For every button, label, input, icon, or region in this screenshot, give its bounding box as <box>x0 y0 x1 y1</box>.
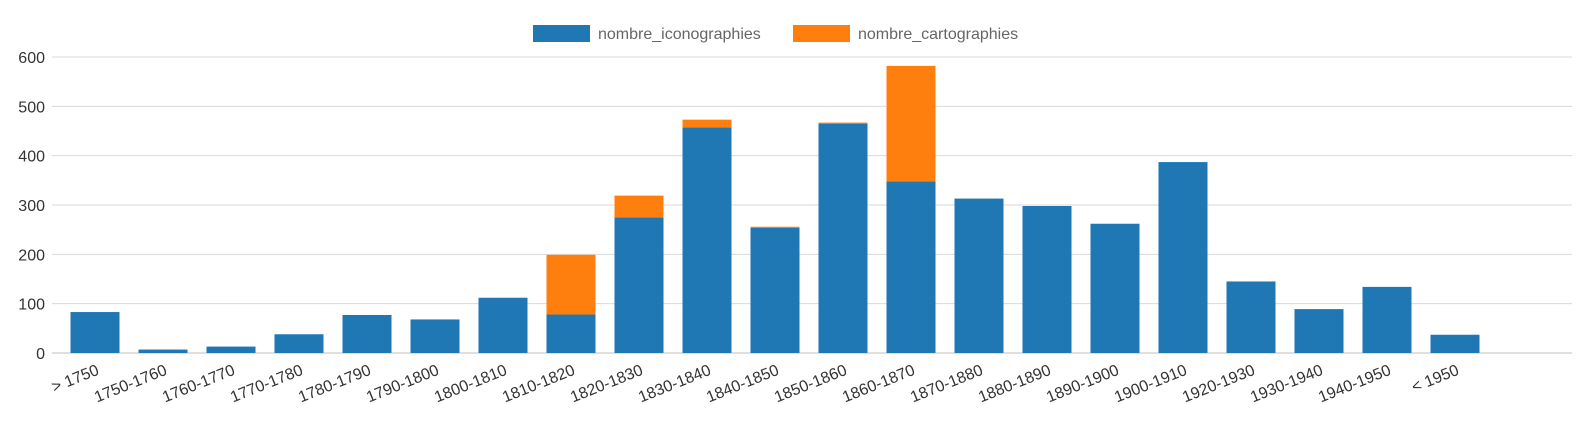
x-tick-label: 1920-1930 <box>1180 362 1257 406</box>
y-tick-label: 300 <box>18 198 45 215</box>
legend: nombre_iconographies nombre_cartographies <box>533 25 1018 43</box>
x-tick-label: 1790-1800 <box>364 362 441 406</box>
x-tick-label: 1760-1770 <box>160 362 237 406</box>
y-tick-label: 500 <box>18 99 45 116</box>
bar-iconographies <box>1158 162 1208 353</box>
x-tick-label: 1750-1760 <box>92 362 169 406</box>
x-tick-label: 1900-1910 <box>1112 362 1189 406</box>
legend-swatch <box>533 25 590 42</box>
x-tick-label: 1870-1880 <box>908 362 985 406</box>
bar-iconographies <box>206 346 256 353</box>
x-tick-label: 1820-1830 <box>568 362 645 406</box>
bar-iconographies <box>274 334 324 353</box>
bar-iconographies <box>410 319 460 353</box>
x-tick-label: 1810-1820 <box>500 362 577 406</box>
bars <box>70 65 1480 354</box>
bar-iconographies <box>1430 334 1480 353</box>
bar-cartographies <box>818 122 868 124</box>
y-tick-label: 0 <box>36 346 45 363</box>
x-tick-label: 1940-1950 <box>1316 362 1393 406</box>
bar-iconographies <box>1090 223 1140 353</box>
bar-iconographies <box>1362 286 1412 353</box>
x-tick-label: 1800-1810 <box>432 362 509 406</box>
x-tick-label: 1860-1870 <box>840 362 917 406</box>
x-tick-label: 1850-1860 <box>772 362 849 406</box>
x-tick-label: 1880-1890 <box>976 362 1053 406</box>
x-tick-label: 1770-1780 <box>228 362 305 406</box>
y-tick-label: 400 <box>18 149 45 166</box>
bar-iconographies <box>954 198 1004 353</box>
x-tick-label: 1890-1900 <box>1044 362 1121 406</box>
bar-cartographies <box>682 119 732 128</box>
bar-iconographies <box>886 181 936 353</box>
legend-label: nombre_cartographies <box>858 26 1018 43</box>
x-tick-label: < 1950 <box>1409 362 1461 396</box>
x-tick-label: 1840-1850 <box>704 362 781 406</box>
bar-cartographies <box>886 65 936 182</box>
bar-iconographies <box>546 314 596 353</box>
x-tick-label: 1830-1840 <box>636 362 713 406</box>
y-tick-label: 600 <box>18 50 45 67</box>
legend-swatch <box>793 25 850 42</box>
bar-iconographies <box>70 312 120 353</box>
bar-cartographies <box>546 254 596 315</box>
y-axis-ticks: 0 100 200 300 400 500 600 <box>18 50 45 363</box>
x-axis-ticks: > 17501750-17601760-17701770-17801780-17… <box>49 362 1461 406</box>
x-tick-label: 1780-1790 <box>296 362 373 406</box>
x-tick-label: 1930-1940 <box>1248 362 1325 406</box>
bar-iconographies <box>342 315 392 353</box>
bar-iconographies <box>478 297 528 353</box>
bar-iconographies <box>682 127 732 354</box>
bar-iconographies <box>750 227 800 353</box>
bar-iconographies <box>1022 205 1072 353</box>
y-tick-label: 200 <box>18 247 45 264</box>
bar-iconographies <box>1226 281 1276 353</box>
bar-cartographies <box>614 195 664 218</box>
y-tick-label: 100 <box>18 297 45 314</box>
bar-iconographies <box>818 123 868 353</box>
bar-iconographies <box>614 217 664 353</box>
grid <box>52 56 1572 354</box>
bar-iconographies <box>1294 309 1344 353</box>
legend-label: nombre_iconographies <box>598 26 761 43</box>
bar-cartographies <box>750 226 800 228</box>
bar-iconographies <box>138 349 188 353</box>
